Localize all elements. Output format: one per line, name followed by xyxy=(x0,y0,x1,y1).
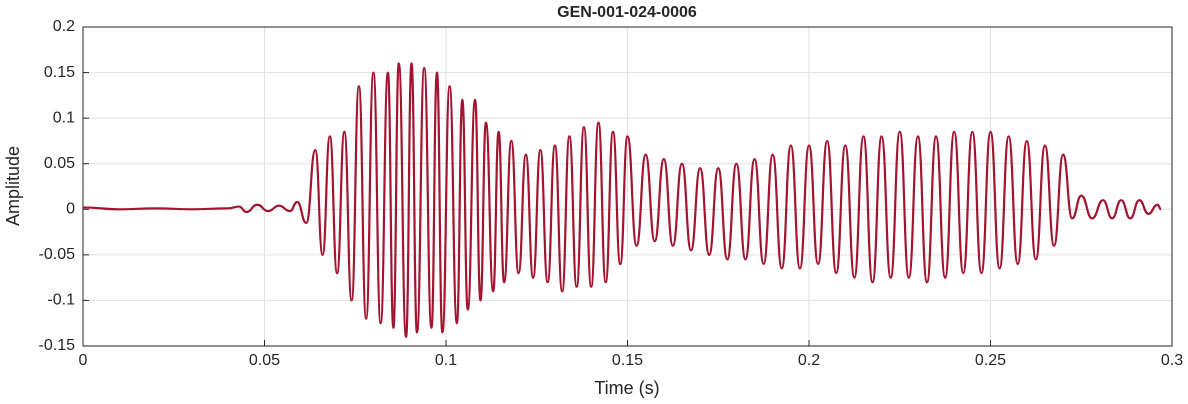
y-axis-label: Amplitude xyxy=(3,146,23,226)
y-tick-label: 0.1 xyxy=(53,109,75,126)
chart-title: GEN-001-024-0006 xyxy=(557,4,697,21)
x-tick-label: 0.1 xyxy=(435,352,457,369)
x-tick-label: 0 xyxy=(79,352,88,369)
x-tick-label: 0.3 xyxy=(1161,352,1183,369)
x-tick-label: 0.2 xyxy=(798,352,820,369)
y-tick-label: -0.1 xyxy=(47,292,75,309)
y-tick-label: 0.05 xyxy=(44,155,75,172)
x-tick-label: 0.25 xyxy=(975,352,1006,369)
x-tick-label: 0.15 xyxy=(612,352,643,369)
y-tick-label: 0.15 xyxy=(44,64,75,81)
y-tick-label: 0 xyxy=(66,201,75,218)
x-axis-label: Time (s) xyxy=(594,378,659,398)
signal-line xyxy=(82,62,1162,338)
y-tick-label: -0.15 xyxy=(39,337,76,354)
y-tick-label: 0.2 xyxy=(53,18,75,35)
x-tick-label: 0.05 xyxy=(249,352,280,369)
axes-box xyxy=(82,26,1173,347)
y-tick-label: -0.05 xyxy=(39,246,76,263)
